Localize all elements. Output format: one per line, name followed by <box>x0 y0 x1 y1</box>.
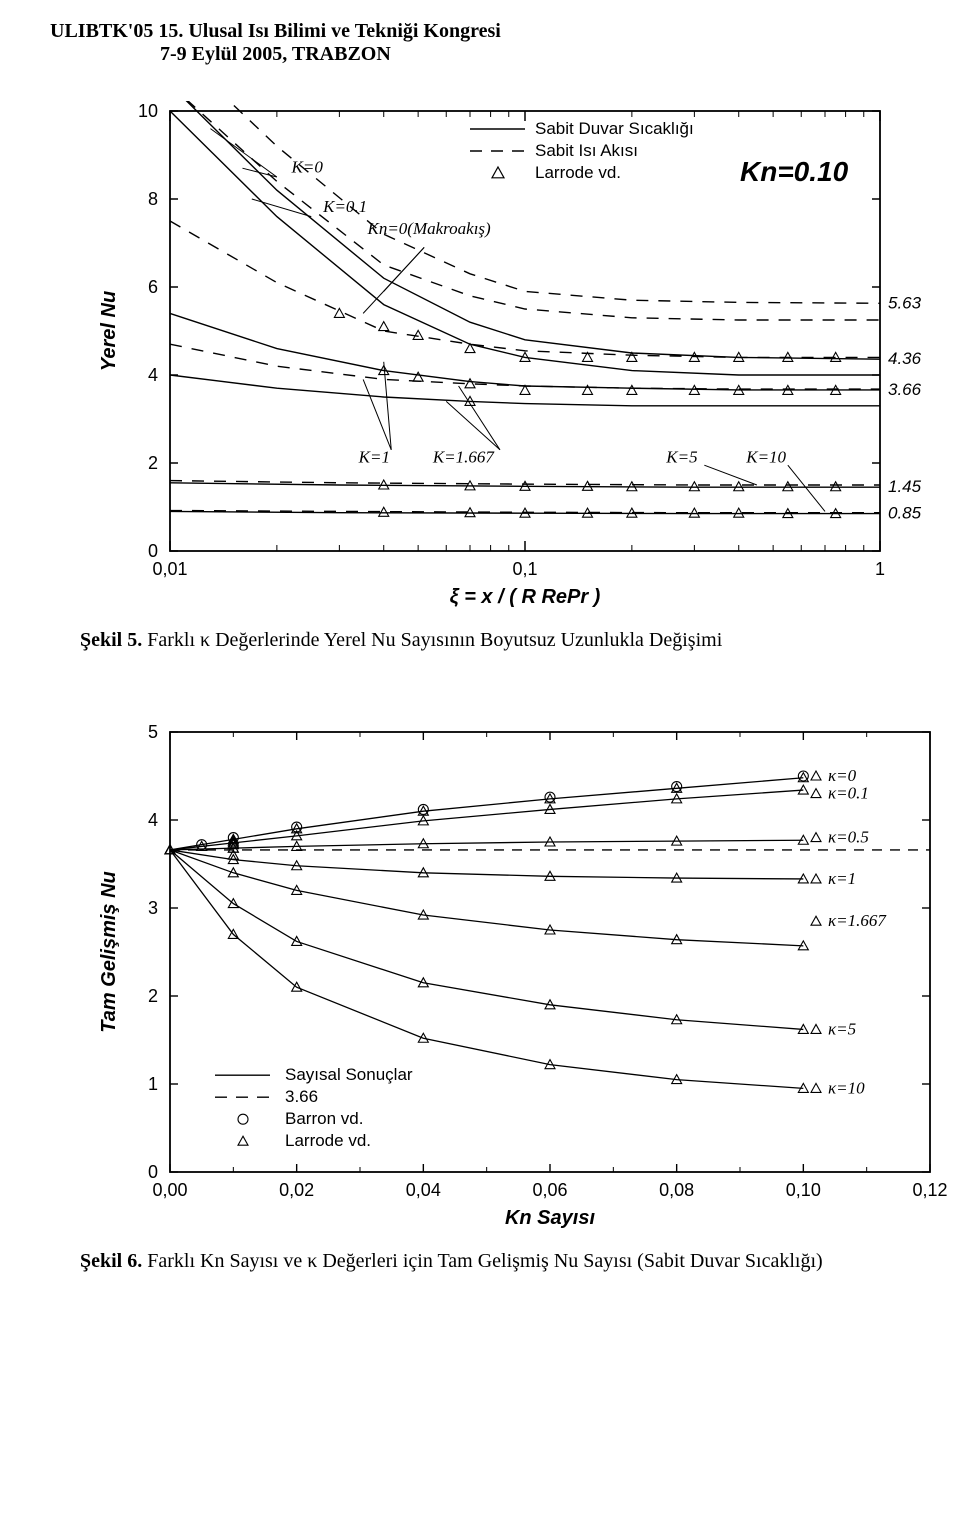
svg-text:2: 2 <box>148 986 158 1006</box>
svg-text:1.45: 1.45 <box>888 477 922 496</box>
svg-text:0,00: 0,00 <box>152 1180 187 1200</box>
svg-text:K=5: K=5 <box>665 448 697 467</box>
figure5-caption-text: Farklı κ Değerlerinde Yerel Nu Sayısının… <box>142 629 722 651</box>
svg-text:K=1: K=1 <box>358 448 390 467</box>
svg-text:0.85: 0.85 <box>888 504 922 523</box>
svg-text:κ=1: κ=1 <box>828 869 856 888</box>
svg-text:0,08: 0,08 <box>659 1180 694 1200</box>
svg-text:K=1.667: K=1.667 <box>432 448 496 467</box>
svg-text:Sabit Isı Akısı: Sabit Isı Akısı <box>535 141 638 160</box>
svg-text:Kn=0(Makroakış): Kn=0(Makroakış) <box>366 219 491 238</box>
svg-text:Sabit Duvar Sıcaklığı: Sabit Duvar Sıcaklığı <box>535 119 694 138</box>
header-line1: ULIBTK'05 15. Ulusal Isı Bilimi ve Tekni… <box>50 20 910 43</box>
svg-text:0: 0 <box>148 1162 158 1182</box>
svg-text:0,12: 0,12 <box>912 1180 947 1200</box>
svg-text:0,02: 0,02 <box>279 1180 314 1200</box>
svg-text:κ=0: κ=0 <box>828 766 857 785</box>
svg-text:3.66: 3.66 <box>888 380 922 399</box>
svg-text:4.36: 4.36 <box>888 349 922 368</box>
figure5-caption-label: Şekil 5. <box>80 629 142 651</box>
svg-text:1: 1 <box>148 1074 158 1094</box>
svg-text:5.63: 5.63 <box>888 293 922 312</box>
figure5-chart: 0 2 4 6 8 10 0,01 0,1 1 ξ = x / ( R RePr ) Yerel N… <box>80 101 950 621</box>
svg-text:0,10: 0,10 <box>786 1180 821 1200</box>
figure6-caption: Şekil 6. Farklı Kn Sayısı ve κ Değerleri… <box>80 1250 910 1273</box>
svg-text:3.66: 3.66 <box>285 1087 318 1106</box>
svg-text:Sayısal Sonuçlar: Sayısal Sonuçlar <box>285 1065 413 1084</box>
figure6-caption-text: Farklı Kn Sayısı ve κ Değerleri için Tam… <box>142 1250 822 1272</box>
svg-text:κ=0.1: κ=0.1 <box>828 784 869 803</box>
svg-text:2: 2 <box>148 453 158 473</box>
svg-text:0,1: 0,1 <box>512 559 537 579</box>
svg-text:5: 5 <box>148 722 158 742</box>
svg-text:κ=10: κ=10 <box>828 1078 865 1097</box>
svg-text:0,06: 0,06 <box>532 1180 567 1200</box>
svg-text:4: 4 <box>148 810 158 830</box>
svg-text:3: 3 <box>148 898 158 918</box>
svg-text:Larrode vd.: Larrode vd. <box>535 163 621 182</box>
svg-text:4: 4 <box>148 365 158 385</box>
svg-text:K=0.1: K=0.1 <box>322 197 367 216</box>
svg-text:Kn=0.10: Kn=0.10 <box>740 156 849 187</box>
svg-text:K=0: K=0 <box>291 158 324 177</box>
svg-text:Barron vd.: Barron vd. <box>285 1109 363 1128</box>
figure6-caption-label: Şekil 6. <box>80 1250 142 1272</box>
svg-text:Larrode vd.: Larrode vd. <box>285 1131 371 1150</box>
svg-text:Yerel Nu: Yerel Nu <box>98 291 120 371</box>
svg-text:8: 8 <box>148 189 158 209</box>
svg-text:10: 10 <box>138 101 158 121</box>
figure6-chart: 0 1 2 3 4 5 0,00 0,02 0,04 0,06 0,08 0,10 0,12 Kn Say… <box>80 722 950 1242</box>
svg-text:6: 6 <box>148 277 158 297</box>
svg-text:κ=1.667: κ=1.667 <box>828 911 887 930</box>
svg-text:Tam Gelişmiş Nu: Tam Gelişmiş Nu <box>98 871 120 1033</box>
svg-text:0: 0 <box>148 541 158 561</box>
svg-text:K=10: K=10 <box>745 448 786 467</box>
svg-text:0,04: 0,04 <box>406 1180 441 1200</box>
svg-text:Kn Sayısı: Kn Sayısı <box>505 1207 595 1229</box>
figure5-caption: Şekil 5. Farklı κ Değerlerinde Yerel Nu … <box>80 629 910 652</box>
svg-text:κ=5: κ=5 <box>828 1019 856 1038</box>
svg-text:ξ = x / ( R RePr ): ξ = x / ( R RePr ) <box>450 586 601 608</box>
svg-text:1: 1 <box>875 559 885 579</box>
svg-text:0,01: 0,01 <box>152 559 187 579</box>
svg-text:κ=0.5: κ=0.5 <box>828 828 869 847</box>
header-line2: 7-9 Eylül 2005, TRABZON <box>160 43 910 66</box>
